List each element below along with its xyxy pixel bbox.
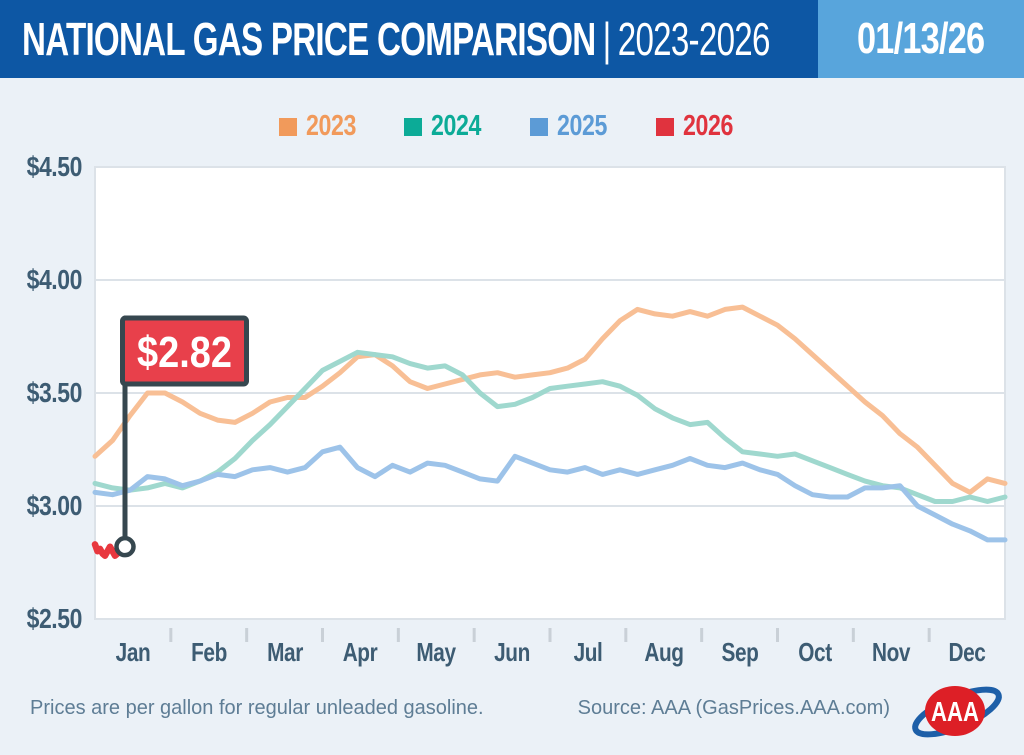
legend-item-2023: 2023 — [278, 110, 369, 143]
page-title-separator: | — [602, 13, 612, 65]
aaa-logo: AAA — [912, 686, 1002, 738]
date-badge-value: 01/13/26 — [857, 14, 985, 63]
legend-item-2026: 2026 — [655, 110, 746, 143]
legend-swatch-2023 — [278, 117, 297, 136]
x-axis-label-mar: Mar — [266, 637, 303, 667]
aaa-logo-oval — [925, 686, 985, 736]
price-flag-label: $2.82 — [137, 328, 232, 377]
series-line-2025 — [92, 444, 1008, 543]
y-axis-label: $4.00 — [26, 264, 83, 295]
footnote: Prices are per gallon for regular unlead… — [30, 697, 484, 719]
x-axis-label-may: May — [416, 637, 457, 667]
legend-label-2023: 2023 — [305, 110, 356, 142]
page-title-range: 2023-2026 — [617, 13, 771, 65]
legend-item-2024: 2024 — [404, 110, 494, 143]
legend-swatch-2025 — [530, 117, 548, 136]
x-axis-label-nov: Nov — [872, 637, 911, 667]
chart-legend: 2023 2024 2025 2026 — [0, 110, 1024, 143]
legend-swatch-2024 — [404, 117, 423, 136]
x-axis-label-dec: Dec — [948, 637, 986, 667]
x-axis-label-oct: Oct — [798, 637, 833, 667]
legend-item-2025: 2025 — [530, 110, 620, 143]
legend-label-2024: 2024 — [431, 110, 482, 142]
y-axis-label: $3.00 — [26, 490, 83, 521]
date-badge: 01/13/26 — [818, 0, 1024, 78]
y-axis-label: $3.50 — [26, 377, 83, 408]
x-axis-label-feb: Feb — [190, 637, 227, 667]
header-bar: NATIONAL GAS PRICE COMPARISON | 2023-202… — [0, 0, 1024, 78]
x-axis-label-sep: Sep — [721, 637, 759, 667]
x-axis-label-jul: Jul — [573, 637, 603, 667]
current-price-marker — [114, 535, 136, 558]
source-text: Source: AAA (GasPrices.AAA.com) — [577, 697, 890, 719]
y-axis-label: $2.50 — [26, 603, 83, 634]
legend-label-2026: 2026 — [682, 110, 733, 142]
price-flag — [120, 315, 249, 387]
x-axis-label-apr: Apr — [343, 637, 378, 667]
x-axis-label-jun: Jun — [494, 637, 530, 667]
series-line-2023 — [92, 304, 1008, 495]
series-line-2024 — [92, 349, 1008, 504]
legend-swatch-2026 — [655, 117, 674, 136]
x-axis-label-jan: Jan — [115, 637, 151, 667]
y-axis-label: $4.50 — [26, 151, 83, 182]
page-title-main: NATIONAL GAS PRICE COMPARISON — [22, 13, 596, 65]
page-title: NATIONAL GAS PRICE COMPARISON | 2023-202… — [22, 0, 770, 78]
aaa-logo-letters: AAA — [931, 696, 979, 727]
legend-label-2025: 2025 — [557, 110, 608, 142]
x-axis-label-aug: Aug — [644, 637, 684, 667]
